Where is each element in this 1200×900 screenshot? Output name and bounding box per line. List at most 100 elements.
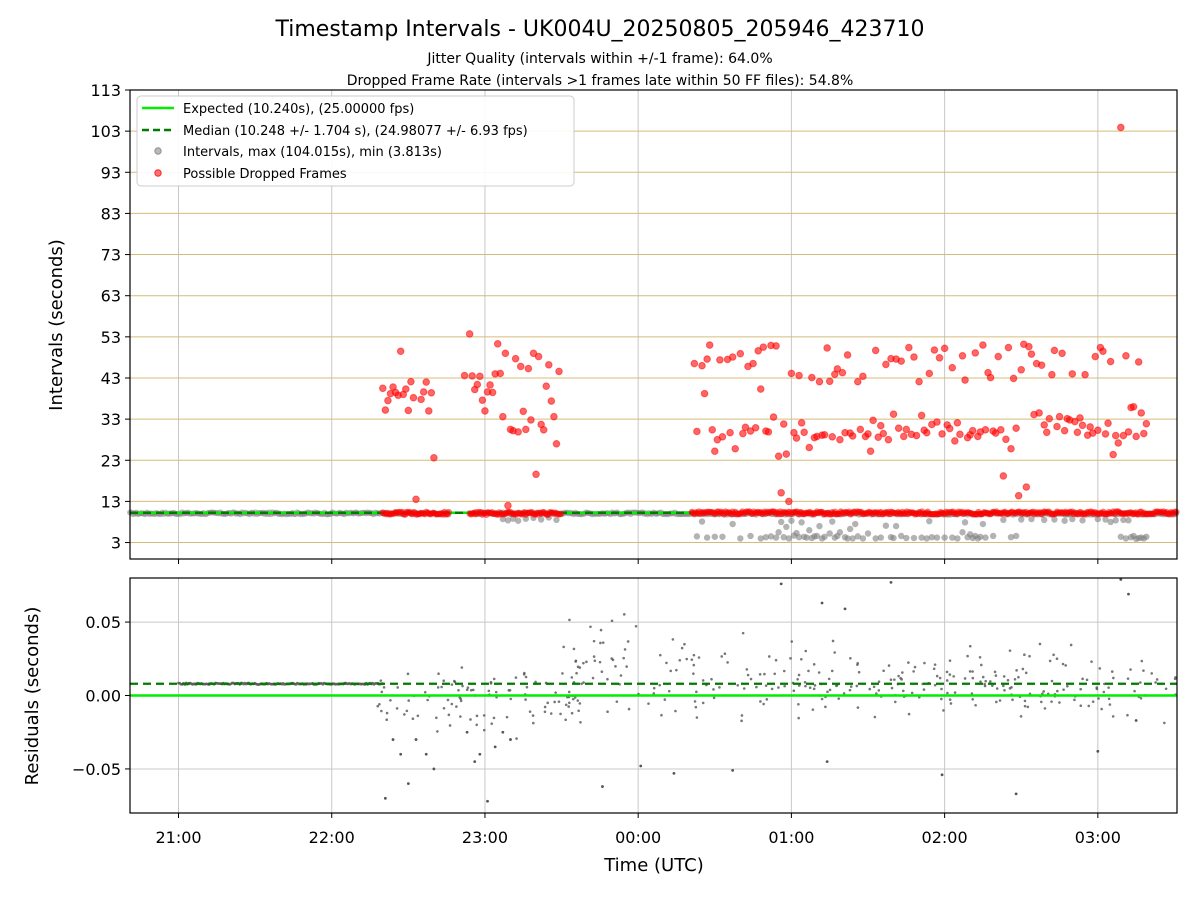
residual-point [406,672,410,676]
residual-point [572,647,576,651]
residual-point [826,690,829,694]
residual-point [1013,677,1017,681]
residual-point [1038,642,1042,646]
residual-point [783,684,786,688]
dropped-frame-point [772,342,780,350]
residual-point [1173,677,1177,681]
dropped-frame-point [527,416,535,424]
residual-point [674,709,677,713]
residual-point [435,716,438,720]
residual-point [475,723,479,727]
residual-point [525,685,529,689]
dropped-frame-point [481,407,489,415]
dropped-frame-point [917,411,926,420]
residual-point [833,651,836,654]
residual-point [1006,678,1010,682]
residual-point [812,663,816,666]
residual-point [459,715,462,718]
intervals-ylabel: Intervals (seconds) [46,239,67,411]
residual-point [1112,676,1115,680]
dropped-frame-point [739,429,747,438]
residual-point [910,691,914,695]
residual-point [695,716,699,719]
residual-point [685,657,689,661]
dropped-frame-point [894,424,903,432]
residual-point [376,704,380,708]
residual-point [710,677,713,681]
dropped-frame-point [381,406,390,414]
residual-point [1150,672,1154,675]
dropped-frame-point [511,354,520,363]
residual-point [948,659,952,662]
residual-point [932,667,936,671]
dropped-frame-point [1048,370,1056,379]
residual-point [1091,700,1095,703]
residual-point [559,712,562,716]
residual-point [660,713,663,717]
dropped-frame-point [1058,349,1066,358]
interval-point [703,534,711,541]
interval-point [1069,515,1076,523]
residual-point [777,686,780,689]
residual-point [1003,688,1006,692]
interval-point [1051,516,1058,523]
dropped-frame-point [1109,450,1117,459]
residual-point [508,689,512,692]
residual-point [423,690,427,694]
residual-point [701,701,705,705]
interval-point [959,529,966,536]
residual-point [1127,592,1130,596]
dropped-frame-point [1134,358,1143,366]
dropped-frame-point [1042,428,1051,437]
dropped-frame-point [1137,409,1146,417]
interval-point [844,535,851,542]
dropped-frame-point [808,373,816,382]
residual-point [509,738,512,741]
residual-point [695,690,698,694]
dropped-frame-point [1014,491,1023,500]
dropped-frame-point [764,428,773,436]
dropped-frame-point [779,420,788,428]
residual-point [712,696,716,700]
dropped-frame-point [787,369,796,378]
dropped-frame-point [1132,432,1140,441]
dropped-frame-point [1129,402,1138,411]
residual-point [1142,669,1145,672]
residual-point [505,715,509,719]
residual-point [912,670,915,673]
interval-point [757,535,764,542]
dropped-frame-point [1119,431,1128,440]
residual-point [1048,659,1052,663]
intervals-marks [127,123,1180,543]
dropped-frame-point [996,426,1005,434]
residual-point [492,677,496,681]
residual-point [873,715,877,719]
residual-point [813,684,817,687]
residual-point [1056,689,1059,693]
dropped-frame-point [430,453,438,462]
residual-point [736,683,740,687]
residual-point [487,689,491,693]
dropped-frame-point [825,377,834,386]
dropped-frame-point [1055,412,1064,421]
residual-point [665,661,668,665]
residual-point [790,640,794,643]
residual-point [991,684,994,687]
residual-point [395,707,399,710]
interval-point [775,529,782,536]
residual-point [948,673,952,676]
residual-point [570,711,574,715]
intervals-y-tick-label: 53 [101,328,121,347]
interval-point [777,518,785,526]
dropped-frame-point [468,372,476,380]
residual-point [877,680,881,684]
residual-point [564,718,567,722]
residual-point [812,687,816,691]
residual-point [948,698,952,701]
interval-point [877,534,884,541]
residual-point [797,684,801,687]
dropped-frame-point [547,397,556,405]
residual-point [663,698,667,701]
residual-point [995,687,999,690]
dropped-frame-point [1002,435,1010,444]
